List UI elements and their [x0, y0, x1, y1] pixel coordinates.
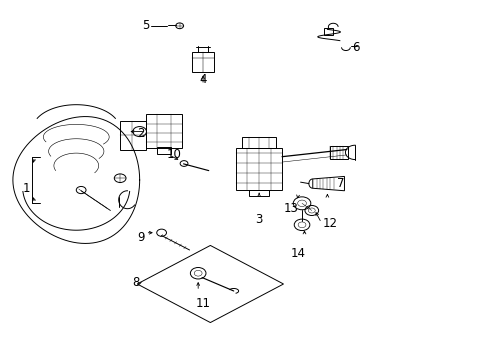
Text: 9: 9 — [137, 231, 144, 244]
Text: 4: 4 — [199, 73, 206, 86]
Text: 8: 8 — [132, 276, 140, 289]
Text: 3: 3 — [255, 213, 262, 226]
Text: 11: 11 — [195, 297, 210, 310]
Text: 6: 6 — [351, 41, 359, 54]
Bar — [324, 28, 332, 35]
Text: 7: 7 — [336, 177, 344, 190]
Bar — [242, 137, 276, 148]
Text: 2: 2 — [137, 127, 144, 140]
Bar — [157, 147, 171, 154]
Text: 14: 14 — [290, 247, 305, 260]
Bar — [145, 114, 182, 148]
Text: 10: 10 — [166, 148, 181, 161]
Text: 5: 5 — [142, 19, 149, 32]
Text: 12: 12 — [322, 216, 337, 230]
Bar — [120, 121, 145, 149]
Bar — [192, 52, 213, 72]
Text: 1: 1 — [22, 183, 30, 195]
Bar — [235, 148, 282, 190]
Bar — [249, 190, 268, 196]
Text: 13: 13 — [283, 202, 298, 215]
Bar — [329, 145, 347, 159]
